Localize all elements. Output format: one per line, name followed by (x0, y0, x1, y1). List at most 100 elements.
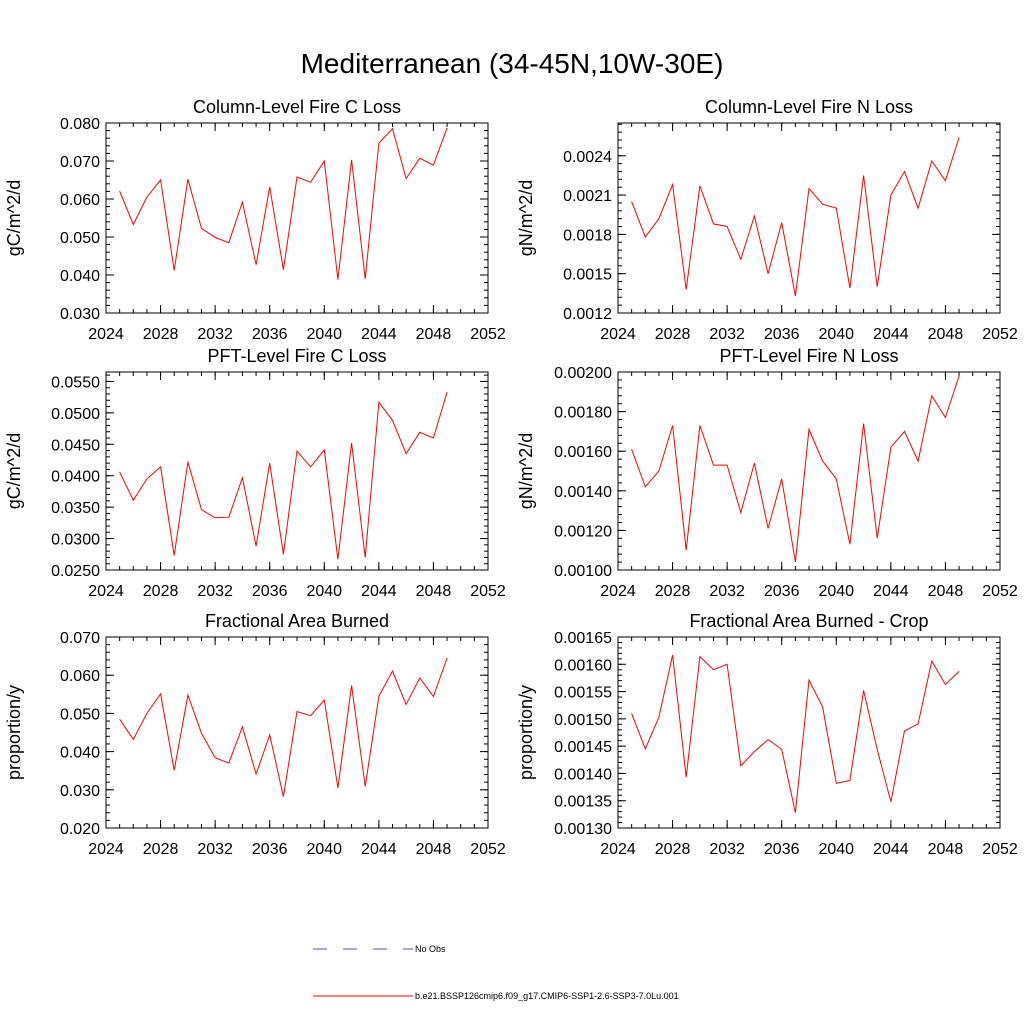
x-tick-label: 2044 (873, 841, 909, 858)
panel-title: Column-Level Fire N Loss (705, 97, 913, 117)
x-tick-label: 2032 (709, 841, 745, 858)
y-tick-label: 0.00130 (554, 821, 612, 838)
x-tick-label: 2036 (764, 326, 800, 343)
x-tick-label: 2036 (764, 583, 800, 600)
y-tick-label: 0.070 (60, 154, 100, 171)
x-tick-label: 2044 (361, 326, 397, 343)
series-line (631, 654, 960, 813)
x-tick-label: 2048 (416, 841, 452, 858)
y-tick-label: 0.00180 (554, 405, 612, 422)
x-tick-label: 2052 (470, 583, 506, 600)
x-tick-label: 2044 (873, 326, 909, 343)
y-tick-label: 0.0350 (51, 500, 100, 517)
y-tick-label: 0.00140 (554, 766, 612, 783)
y-tick-label: 0.00155 (554, 685, 612, 702)
plot-frame (617, 371, 1001, 571)
x-tick-label: 2032 (709, 326, 745, 343)
y-tick-label: 0.00165 (554, 630, 612, 647)
x-tick-label: 2028 (655, 326, 691, 343)
x-tick-label: 2024 (88, 583, 124, 600)
panel-title: Column-Level Fire C Loss (193, 97, 401, 117)
x-tick-label: 2052 (470, 326, 506, 343)
y-tick-label: 0.00135 (554, 794, 612, 811)
panel-title: PFT-Level Fire N Loss (719, 346, 898, 366)
y-tick-label: 0.060 (60, 668, 100, 685)
chart-panel: 2024 2028 2032 2036 2040 2044 2048 2052 0.030 0.0… (4, 97, 506, 343)
y-tick-label: 0.00160 (554, 444, 612, 461)
legend: No Obs b.e21.BSSP126cmip6.f09_g17.CMIP6-… (313, 944, 679, 1001)
series-line (631, 375, 960, 563)
y-tick-label: 0.00160 (554, 657, 612, 674)
x-tick-label: 2040 (306, 326, 342, 343)
x-tick-label: 2032 (197, 326, 233, 343)
figure-title: Mediterranean (34-45N,10W-30E) (300, 48, 724, 79)
panel-title: Fractional Area Burned - Crop (689, 611, 928, 631)
x-tick-label: 2044 (361, 583, 397, 600)
y-tick-label: 0.050 (60, 706, 100, 723)
x-tick-label: 2024 (88, 326, 124, 343)
y-tick-label: 0.0024 (563, 149, 612, 166)
plot-frame (617, 122, 1001, 314)
y-tick-label: 0.020 (60, 821, 100, 838)
panel-title: PFT-Level Fire C Loss (207, 346, 386, 366)
x-tick-label: 2024 (600, 583, 636, 600)
series-line (119, 127, 448, 280)
x-tick-label: 2052 (982, 583, 1018, 600)
x-tick-label: 2036 (764, 841, 800, 858)
x-tick-label: 2048 (928, 583, 964, 600)
y-tick-label: 0.0550 (51, 374, 100, 391)
x-tick-label: 2048 (416, 326, 452, 343)
panels-group: 2024 2028 2032 2036 2040 2044 2048 2052 0.030 0.0… (4, 97, 1018, 858)
y-tick-label: 0.0012 (563, 306, 612, 323)
x-tick-label: 2052 (982, 326, 1018, 343)
y-tick-label: 0.070 (60, 630, 100, 647)
y-tick-label: 0.0250 (51, 563, 100, 580)
x-tick-label: 2032 (197, 841, 233, 858)
series-line (119, 391, 448, 560)
chart-panel: 2024 2028 2032 2036 2040 2044 2048 2052 0.00100 0… (516, 346, 1018, 600)
y-axis-label: proportion/y (4, 685, 24, 780)
y-tick-label: 0.0500 (51, 406, 100, 423)
x-tick-label: 2040 (306, 841, 342, 858)
y-axis-label: gC/m^2/d (4, 180, 24, 256)
x-tick-label: 2040 (818, 326, 854, 343)
x-tick-label: 2040 (306, 583, 342, 600)
chart-panel: 2024 2028 2032 2036 2040 2044 2048 2052 0.020 0.0… (4, 611, 506, 858)
y-tick-label: 0.040 (60, 745, 100, 762)
y-tick-label: 0.00120 (554, 523, 612, 540)
series-line (119, 657, 448, 797)
y-tick-label: 0.0400 (51, 469, 100, 486)
x-tick-label: 2040 (818, 583, 854, 600)
x-tick-label: 2024 (600, 841, 636, 858)
legend-obs-label: No Obs (415, 944, 446, 954)
x-tick-label: 2052 (982, 841, 1018, 858)
plot-frame (105, 636, 489, 829)
y-tick-label: 0.00145 (554, 739, 612, 756)
x-tick-label: 2036 (252, 326, 288, 343)
x-tick-label: 2028 (143, 841, 179, 858)
x-tick-label: 2048 (928, 841, 964, 858)
y-tick-label: 0.0021 (563, 188, 612, 205)
y-tick-label: 0.060 (60, 192, 100, 209)
x-tick-label: 2032 (197, 583, 233, 600)
y-tick-label: 0.0018 (563, 227, 612, 244)
x-tick-label: 2028 (655, 841, 691, 858)
chart-panel: 2024 2028 2032 2036 2040 2044 2048 2052 0.0012 0.… (516, 97, 1018, 343)
plot-frame (105, 122, 489, 314)
y-tick-label: 0.030 (60, 306, 100, 323)
x-tick-label: 2036 (252, 841, 288, 858)
x-tick-label: 2044 (361, 841, 397, 858)
x-tick-label: 2028 (143, 326, 179, 343)
chart-panel: 2024 2028 2032 2036 2040 2044 2048 2052 0.0250 0.… (4, 346, 506, 600)
plot-frame (105, 371, 489, 571)
y-tick-label: 0.0015 (563, 267, 612, 284)
y-axis-label: gN/m^2/d (516, 180, 536, 256)
x-tick-label: 2032 (709, 583, 745, 600)
y-axis-label: gN/m^2/d (516, 433, 536, 509)
x-tick-label: 2024 (88, 841, 124, 858)
y-tick-label: 0.00200 (554, 365, 612, 382)
y-tick-label: 0.0450 (51, 437, 100, 454)
chart-panel: 2024 2028 2032 2036 2040 2044 2048 2052 0.00130 0… (516, 611, 1018, 858)
x-tick-label: 2048 (416, 583, 452, 600)
series-line (631, 137, 960, 297)
